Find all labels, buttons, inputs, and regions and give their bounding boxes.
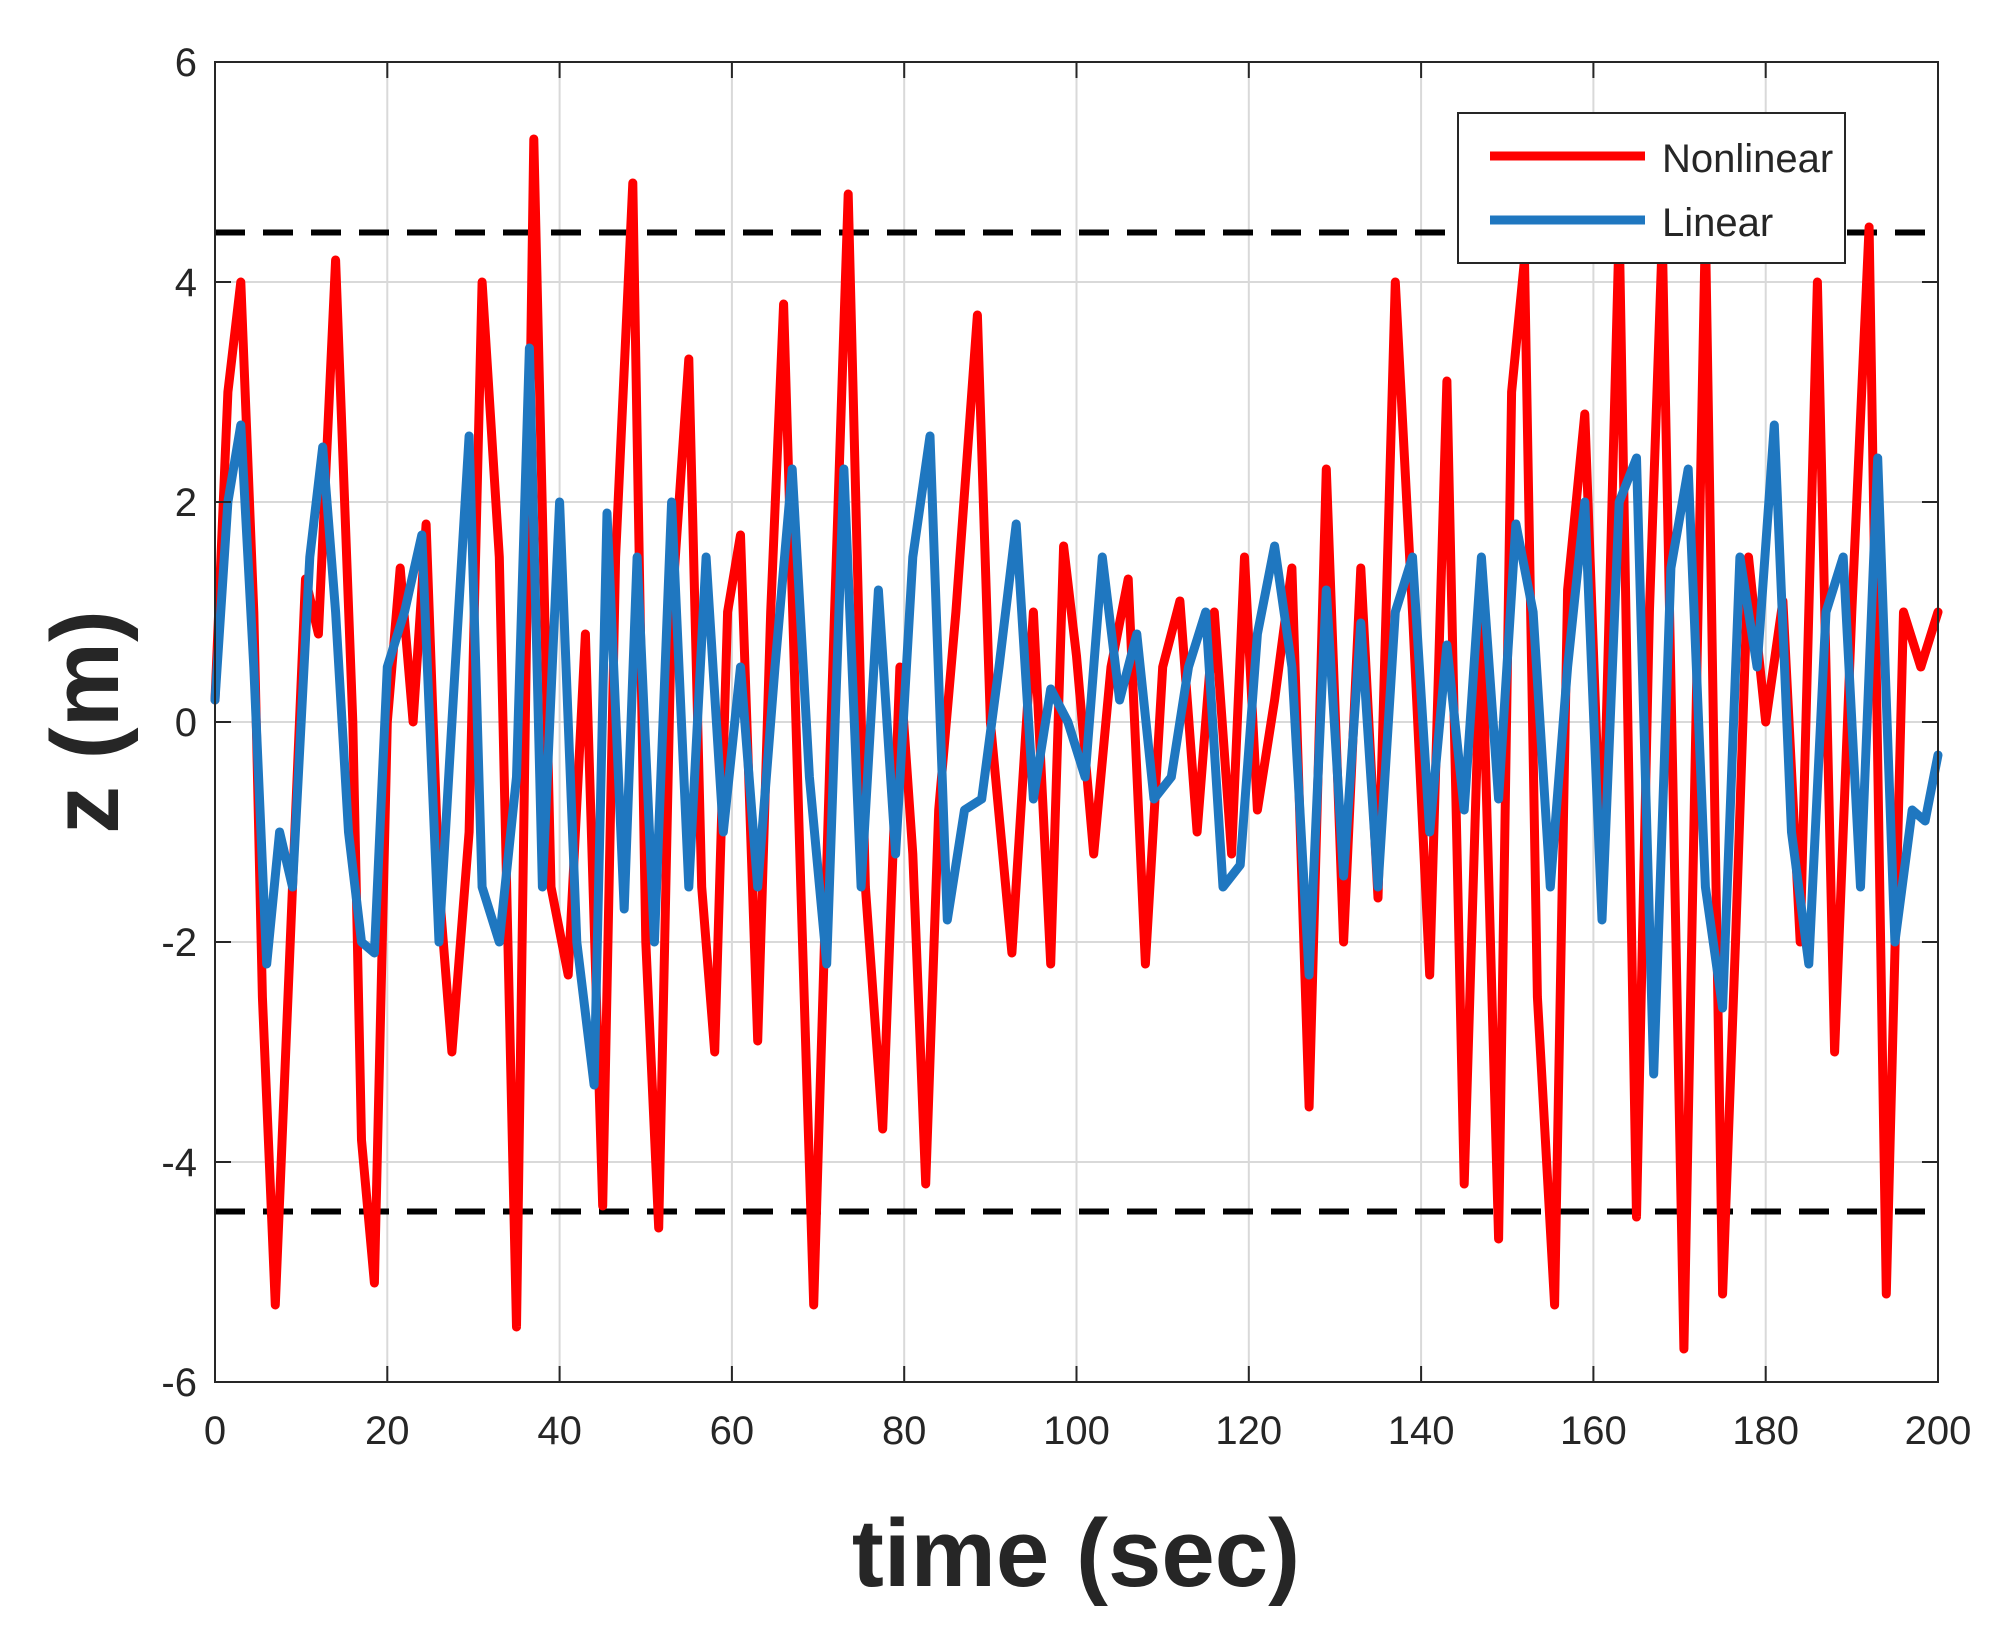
series-line-linear	[210, 343, 1943, 1090]
series-layer	[210, 134, 1943, 1354]
y-tick-label: -4	[161, 1141, 197, 1185]
y-tick-label: 6	[175, 41, 197, 85]
series-line-nonlinear	[210, 134, 1943, 1354]
x-tick-label: 160	[1560, 1409, 1627, 1453]
x-tick-label: 80	[882, 1409, 927, 1453]
x-tick-label: 120	[1215, 1409, 1282, 1453]
legend-label-nonlinear: Nonlinear	[1662, 137, 1833, 181]
x-tick-label: 20	[365, 1409, 410, 1453]
y-axis-title: z (m)	[32, 610, 139, 834]
y-axis-ticks: -6 -4 -2 0 2 4 6	[161, 41, 1938, 1405]
x-tick-label: 60	[710, 1409, 755, 1453]
x-tick-label: 0	[204, 1409, 226, 1453]
legend-box	[1457, 112, 1846, 264]
x-tick-label: 180	[1732, 1409, 1799, 1453]
y-tick-label: -6	[161, 1361, 197, 1405]
x-tick-label: 40	[537, 1409, 582, 1453]
y-tick-label: -2	[161, 921, 197, 965]
x-tick-label: 100	[1043, 1409, 1110, 1453]
y-tick-label: 2	[175, 481, 197, 525]
x-tick-label: 200	[1905, 1409, 1972, 1453]
x-axis-ticks: 0 20 40 60 80 100 120 140 160 180 200	[204, 62, 1972, 1453]
legend-label-linear: Linear	[1662, 201, 1773, 245]
y-tick-label: 0	[175, 701, 197, 745]
x-tick-label: 140	[1388, 1409, 1455, 1453]
y-tick-label: 4	[175, 261, 197, 305]
x-axis-title: time (sec)	[852, 1500, 1300, 1607]
legend: Nonlinear Linear	[1457, 112, 1846, 264]
